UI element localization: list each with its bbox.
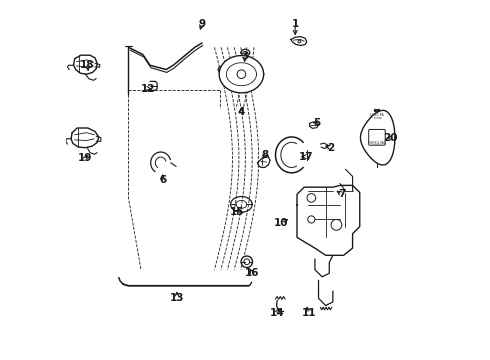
Text: 12: 12 xyxy=(141,84,155,94)
Text: 5: 5 xyxy=(313,118,320,128)
Text: 1: 1 xyxy=(292,19,299,29)
Text: 15: 15 xyxy=(230,207,245,217)
Text: ~ ~~ ~: ~ ~~ ~ xyxy=(372,143,382,147)
Polygon shape xyxy=(361,111,395,165)
Polygon shape xyxy=(219,55,264,93)
Text: ~ b-mm-: ~ b-mm- xyxy=(371,116,383,120)
Text: 2: 2 xyxy=(327,143,335,153)
Text: 13: 13 xyxy=(170,293,184,303)
Text: 7: 7 xyxy=(338,189,345,199)
Polygon shape xyxy=(71,128,98,148)
Polygon shape xyxy=(74,55,97,74)
Text: 9: 9 xyxy=(198,19,205,29)
Circle shape xyxy=(331,220,342,230)
Circle shape xyxy=(308,216,315,223)
Text: LD EC EA: LD EC EA xyxy=(370,113,384,117)
Text: 17: 17 xyxy=(298,152,313,162)
Text: 19: 19 xyxy=(78,153,93,163)
Text: 14: 14 xyxy=(270,308,285,318)
Text: 20: 20 xyxy=(383,133,397,143)
Text: 11: 11 xyxy=(302,309,317,318)
Text: 16: 16 xyxy=(245,268,259,278)
Text: 8: 8 xyxy=(261,150,269,160)
Text: 4: 4 xyxy=(238,107,245,117)
Text: 18: 18 xyxy=(80,60,95,70)
Text: CHECK & HAL: CHECK & HAL xyxy=(368,141,386,145)
Circle shape xyxy=(241,256,252,267)
Polygon shape xyxy=(297,185,360,255)
Text: 6: 6 xyxy=(159,175,166,185)
Text: 3: 3 xyxy=(242,51,248,61)
Circle shape xyxy=(307,194,316,202)
FancyBboxPatch shape xyxy=(368,130,385,145)
Text: 10: 10 xyxy=(273,218,288,228)
